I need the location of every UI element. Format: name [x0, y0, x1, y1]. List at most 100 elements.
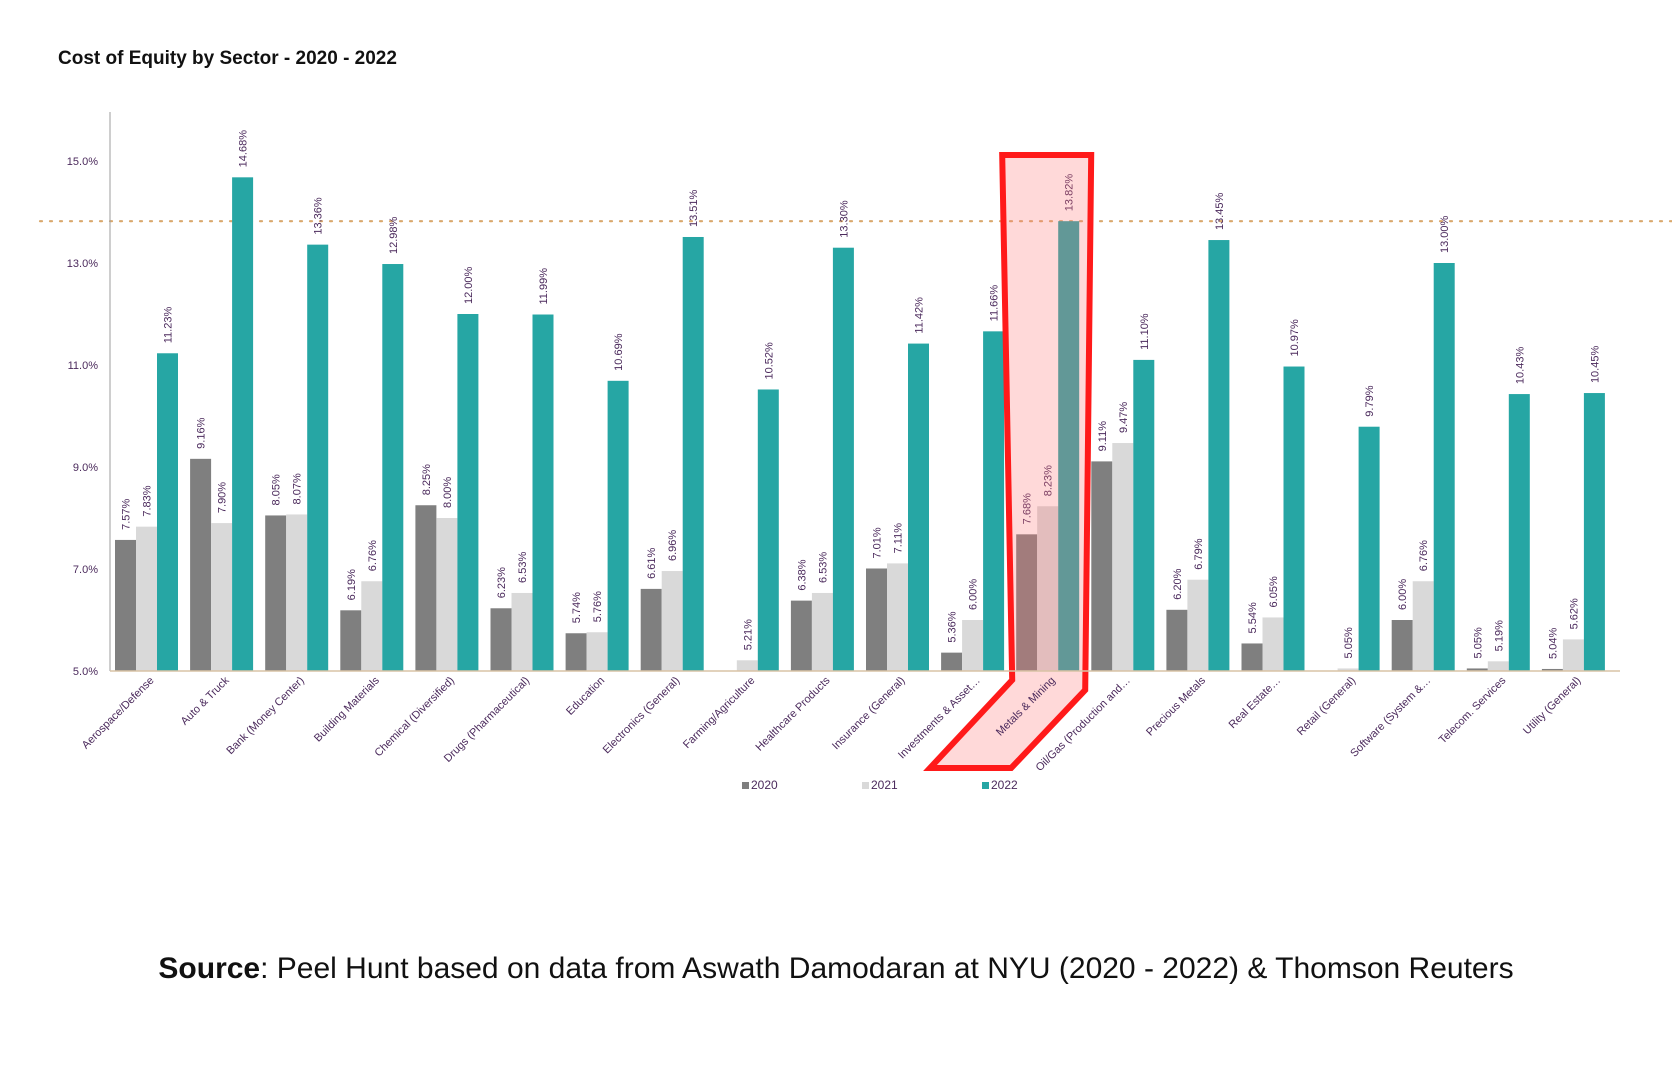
bar-chart: 5.0% 7.0% 9.0% 11.0% 13.0% 15.0% 7.57% 7.83% 11… [38, 112, 1672, 792]
bar-2020 [415, 505, 437, 671]
highlight-outline [923, 152, 1095, 771]
bar-2020 [866, 568, 887, 671]
data-label: 11.42% [914, 297, 926, 334]
bar-2022 [607, 380, 629, 671]
legend-swatch-2022 [982, 782, 989, 789]
bars [115, 177, 1605, 672]
data-label: 13.51% [688, 189, 700, 227]
source-text: : Peel Hunt based on data from Aswath Da… [260, 952, 1514, 985]
data-label: 12.98% [388, 216, 400, 254]
bar-2022 [983, 331, 1005, 671]
x-tick-label: Healthcare Products [754, 674, 833, 753]
data-label: 11.99% [538, 268, 550, 305]
data-label: 6.79% [1193, 538, 1205, 569]
data-label: 5.05% [1343, 627, 1355, 658]
data-label: 5.05% [1472, 627, 1484, 658]
bar-2022 [757, 389, 779, 671]
data-label: 8.23% [1043, 465, 1055, 496]
data-label: 7.83% [142, 485, 154, 516]
bar-2020 [1091, 461, 1113, 671]
chart-title: Cost of Equity by Sector - 2020 - 2022 [58, 48, 397, 69]
data-label: 6.53% [517, 552, 529, 583]
legend-label: 2021 [871, 778, 898, 792]
x-tick-label: Education [564, 675, 607, 718]
bar-2021 [1337, 668, 1359, 671]
x-tick-label: Chemical (Diversified) [372, 675, 457, 760]
data-label: 8.25% [421, 464, 433, 495]
x-tick-label: Building Materials [312, 674, 382, 744]
data-label: 9.47% [1118, 402, 1130, 433]
bar-2021 [1412, 581, 1434, 671]
data-label: 9.16% [196, 417, 208, 448]
data-label: 13.45% [1214, 193, 1226, 231]
x-tick-label: Insurance (General) [830, 675, 908, 753]
data-label: 13.00% [1439, 215, 1451, 253]
y-tick-label: 13.0% [67, 258, 98, 270]
bar-2021 [586, 632, 608, 671]
bar-2021 [511, 592, 533, 671]
bar-2021 [962, 620, 984, 671]
bar-2020 [1016, 534, 1038, 671]
x-tick-label: Telecom. Services [1437, 674, 1509, 746]
bar-2022 [682, 236, 704, 672]
data-label: 6.61% [646, 547, 658, 578]
x-tick-label: Aerospace/Defense [80, 675, 157, 752]
data-label: 10.43% [1514, 347, 1526, 385]
bar-2021 [887, 563, 908, 671]
data-label: 7.11% [893, 523, 905, 554]
bar-2020 [790, 600, 812, 671]
data-label: 6.20% [1172, 568, 1184, 599]
bar-2021 [136, 526, 157, 671]
bar-2020 [190, 458, 212, 671]
bar-2020 [1541, 668, 1563, 671]
data-label: 5.04% [1547, 628, 1559, 659]
legend-label: 2022 [991, 778, 1018, 792]
data-label: 11.66% [989, 285, 1001, 322]
bar-2022 [307, 244, 329, 671]
source-label: Source [158, 952, 261, 985]
data-label: 14.68% [238, 130, 250, 168]
data-label: 13.30% [838, 200, 850, 238]
data-label: 6.96% [667, 530, 679, 561]
bar-2021 [1562, 639, 1584, 671]
bar-2021 [811, 592, 833, 671]
bar-2022 [1133, 359, 1155, 671]
bar-2022 [1208, 240, 1230, 672]
bar-2021 [1262, 617, 1284, 671]
bar-2020 [640, 588, 662, 671]
bar-2020 [1241, 643, 1263, 671]
bar-2022 [1283, 366, 1305, 671]
bar-2021 [1487, 661, 1509, 671]
bar-2020 [565, 633, 587, 671]
data-labels: 7.57% 7.83% 11.23% 9.16% 7.90% 14.68% 8.05% 8.0… [121, 130, 1602, 659]
x-tick-label: Precious Metals [1144, 674, 1208, 738]
data-label: 6.53% [817, 552, 829, 583]
data-label: 7.01% [872, 527, 884, 558]
legend-swatch-2021 [862, 782, 869, 789]
y-tick-label: 9.0% [73, 462, 98, 474]
bar-2022 [1358, 426, 1380, 671]
bar-2021 [1187, 579, 1209, 671]
legend: 2020 2021 2022 [742, 778, 1018, 792]
bar-2022 [382, 264, 404, 671]
data-label: 8.07% [292, 473, 304, 504]
x-tick-label: Auto & Truck [179, 674, 232, 727]
x-tick-label: Drugs (Pharmaceutical) [442, 675, 532, 765]
data-label: 5.62% [1568, 598, 1580, 629]
highlight-box [923, 152, 1095, 771]
legend-label: 2020 [751, 778, 778, 792]
bar-2020 [265, 515, 287, 671]
bar-2022 [832, 247, 854, 671]
x-tick-label: Bank (Money Center) [224, 675, 306, 757]
x-tick-label: Farming/Agriculture [681, 675, 757, 751]
data-label: 6.38% [796, 559, 808, 590]
y-tick-label: 15.0% [67, 156, 98, 168]
x-tick-label: Retail (General) [1295, 675, 1358, 738]
data-label: 13.36% [313, 197, 325, 235]
data-label: 9.79% [1364, 385, 1376, 416]
bar-2020 [1166, 609, 1188, 671]
data-label: 11.10% [1139, 313, 1151, 350]
bar-2022 [157, 353, 178, 671]
bar-2022 [908, 343, 929, 671]
